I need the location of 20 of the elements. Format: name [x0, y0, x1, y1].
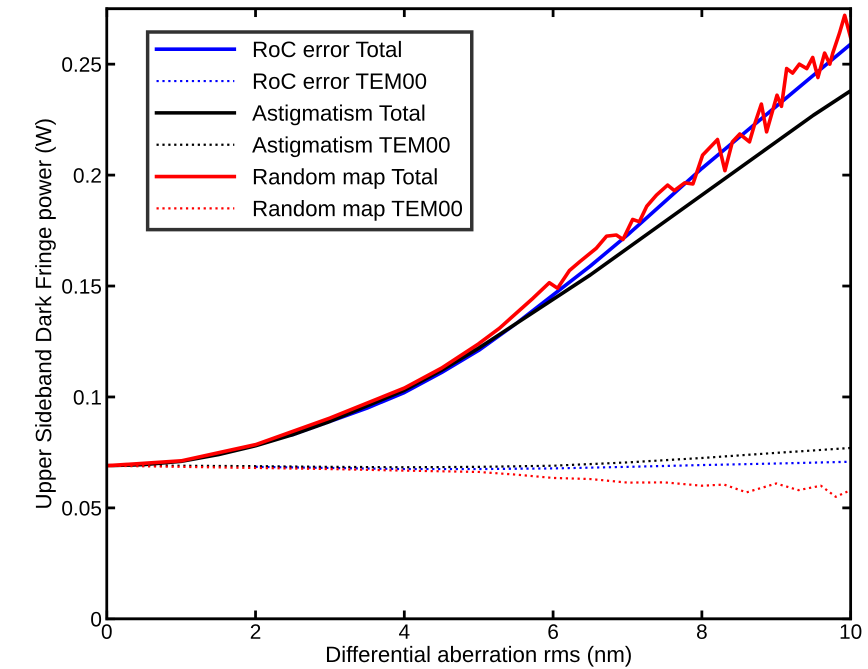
- legend-label: Astigmatism TEM00: [252, 136, 450, 158]
- y-tick-label: 0.2: [74, 168, 101, 183]
- x-tick-label: 6: [548, 624, 558, 639]
- legend-label: RoC error Total: [254, 40, 401, 58]
- legend-label: Random map Total: [254, 168, 437, 189]
- y-tick-label: 0.15: [62, 279, 102, 294]
- y-tick-label: 0.25: [62, 57, 102, 72]
- x-tick-label: 10: [840, 624, 862, 639]
- y-tick-label: 0: [91, 612, 102, 627]
- x-tick-label: 8: [696, 624, 707, 639]
- y-tick-label: 0.05: [62, 500, 102, 516]
- x-tick-label: 4: [399, 624, 410, 639]
- legend-label: Random map TEM00: [254, 200, 462, 221]
- legend-label: Astigmatism Total: [252, 104, 424, 126]
- legend-label: RoC error TEM00: [254, 73, 426, 90]
- x-axis-title: Differential aberration rms (nm): [326, 646, 631, 667]
- y-axis-title: Upper Sideband Dark Fringe power (W): [35, 119, 56, 508]
- y-tick-label: 0.1: [74, 390, 101, 405]
- x-tick-label: 0: [102, 624, 112, 639]
- x-tick-label: 2: [250, 624, 260, 639]
